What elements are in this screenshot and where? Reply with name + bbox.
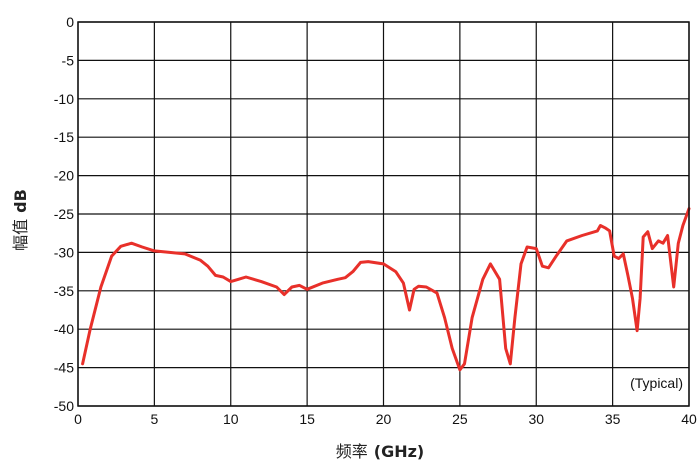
x-tick-label: 15 [299,411,315,427]
typical-annotation: (Typical) [630,375,683,391]
y-tick-label: 0 [66,14,74,30]
plot-frame [77,21,690,407]
grid [77,21,690,407]
x-axis-label-name: 频率 [336,442,368,461]
y-axis-label-unit: dB [11,189,30,213]
y-tick-label: -5 [62,52,75,68]
y-tick-label: -10 [54,91,74,107]
series-line-0 [81,207,691,372]
y-tick-label: -25 [54,206,74,222]
y-axis-label-name: 幅值 [11,219,30,251]
x-tick-label: 35 [605,411,621,427]
x-tick-label: 40 [681,411,697,427]
y-tick-label: -20 [54,168,74,184]
x-axis-label-unit: (GHz) [374,442,424,461]
y-tick-label: -40 [54,321,74,337]
x-tick-label: 10 [223,411,239,427]
y-tick-labels: 0 -5 -10 -15 -20 -25 -30 -35 -40 -45 -50 [54,14,74,414]
series-layer [81,207,691,372]
y-axis-label: 幅值 dB [11,189,30,251]
x-tick-label: 5 [150,411,158,427]
y-tick-label: -15 [54,129,74,145]
x-tick-label: 30 [528,411,544,427]
y-tick-label: -35 [54,283,74,299]
x-axis-label: 频率 (GHz) [336,442,424,461]
x-tick-label: 20 [376,411,392,427]
y-tick-label: -45 [54,360,74,376]
x-tick-labels: 0 5 10 15 20 25 30 35 40 [74,411,697,427]
x-tick-label: 25 [452,411,468,427]
y-tick-label: -50 [54,398,74,414]
x-tick-label: 0 [74,411,82,427]
y-tick-label: -30 [54,244,74,260]
